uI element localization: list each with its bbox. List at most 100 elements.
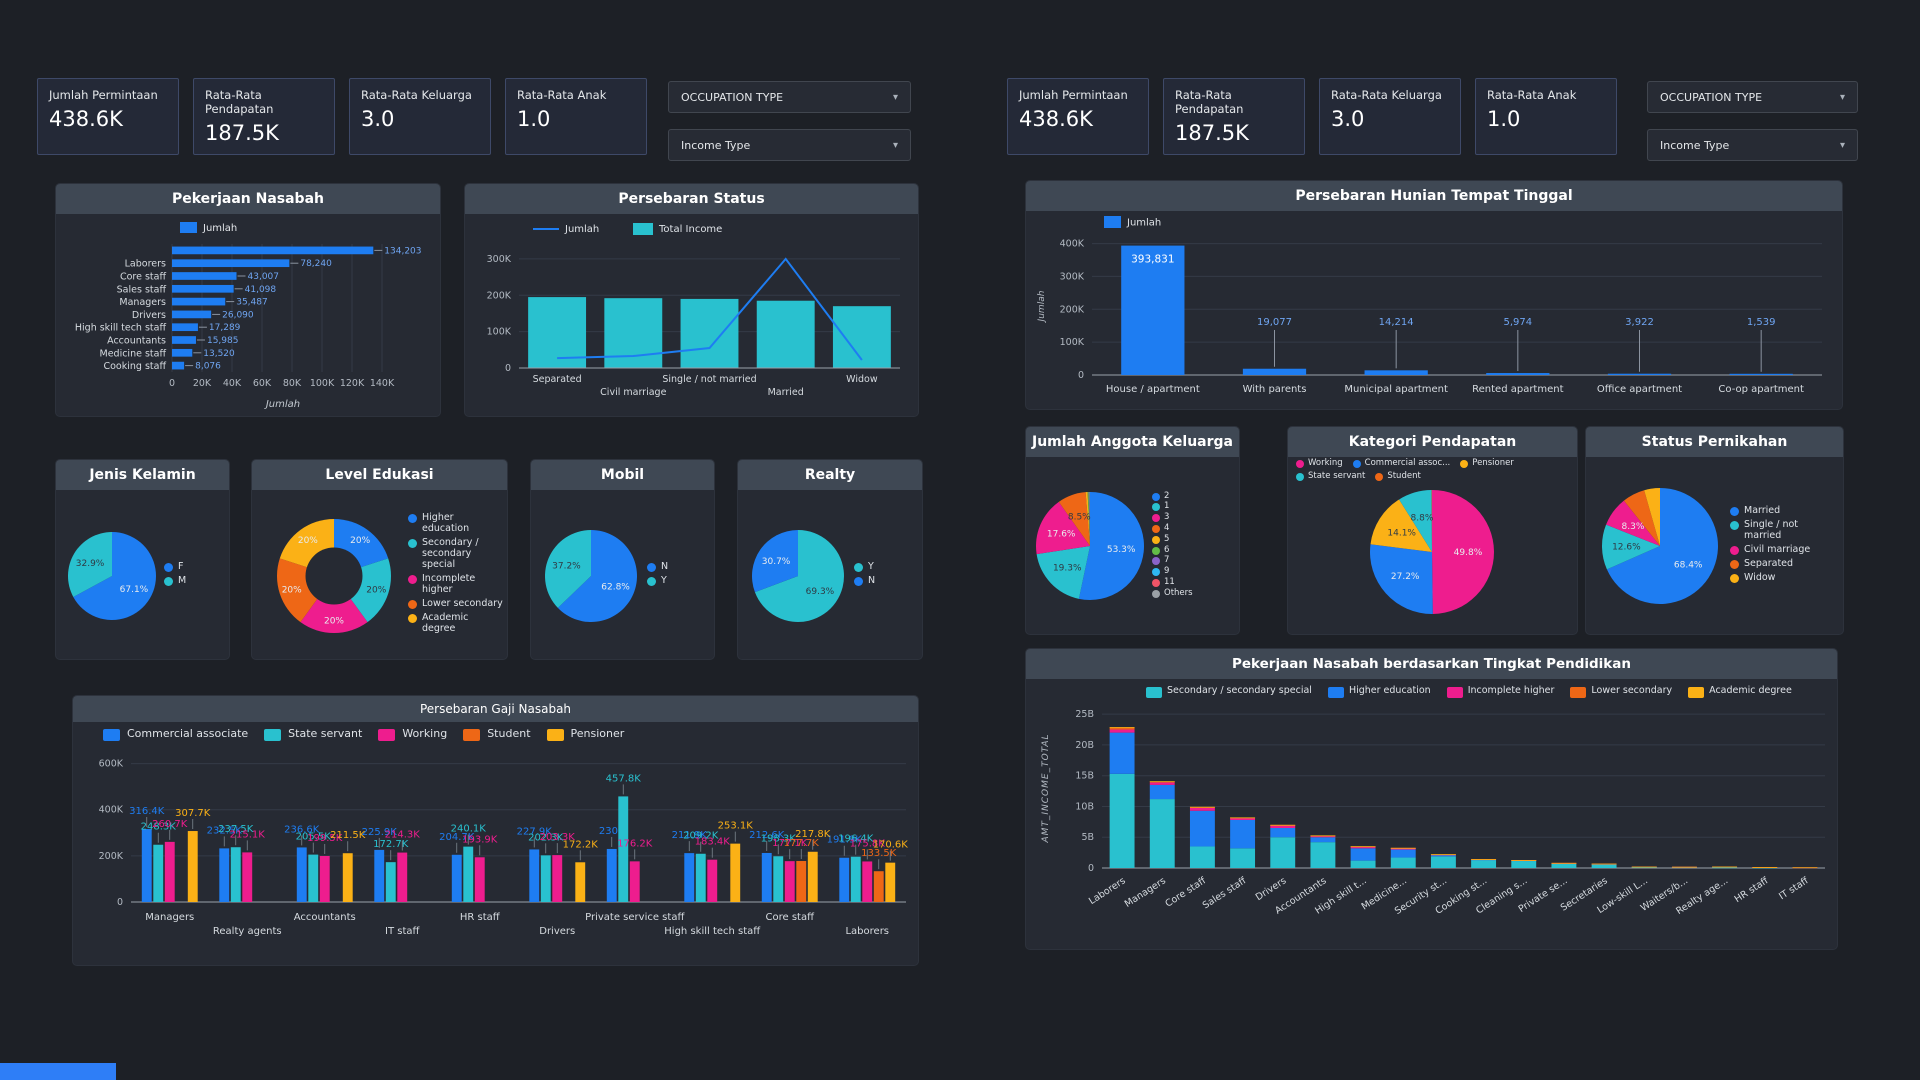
bar[interactable] <box>606 848 617 902</box>
legend-item[interactable]: Widow <box>1730 572 1835 584</box>
persebaran-hunian-chart[interactable]: 0 100K 200K 300K 400K Jumlah 393,831 House / ap… <box>1026 211 1842 405</box>
bar-segment[interactable] <box>1430 856 1456 868</box>
bar-segment[interactable] <box>1511 860 1537 868</box>
bar-segment[interactable] <box>1189 807 1215 811</box>
legend-item[interactable]: Separated <box>1730 558 1835 570</box>
legend-item[interactable]: Working <box>378 727 447 741</box>
pie-slice[interactable] <box>1036 501 1090 555</box>
bar-segment[interactable] <box>1350 860 1376 868</box>
bar[interactable] <box>308 854 319 902</box>
realty-chart[interactable]: 69.3% 30.7% <box>742 494 854 654</box>
bar-segment[interactable] <box>1712 866 1738 868</box>
bar[interactable] <box>552 855 563 902</box>
legend-item[interactable]: 7 <box>1152 555 1193 566</box>
persebaran-gaji-chart[interactable]: 0 200K 400K 600K 316.4K 232.5K 236.6K 225.9K 204… <box>73 743 918 948</box>
bar-segment[interactable] <box>1471 859 1497 860</box>
pie-slice[interactable] <box>1058 492 1090 546</box>
bar-segment[interactable] <box>1270 824 1296 826</box>
legend-item[interactable]: Secondary / secondary special <box>1146 685 1312 698</box>
bar-segment[interactable] <box>1109 773 1135 868</box>
level-edukasi-chart[interactable]: 20% 20% 20% 20% 20% <box>256 492 408 657</box>
jumlah-anggota-keluarga-legend[interactable]: 2 1 3 4 5 6 7 9 11 Others <box>1152 491 1193 599</box>
bar-segment[interactable] <box>1230 817 1256 820</box>
bar[interactable] <box>707 859 718 902</box>
status-pernikahan-legend[interactable]: Married Single / not married Civil marriag… <box>1730 505 1835 584</box>
pie-slice[interactable] <box>1623 490 1660 546</box>
legend-item[interactable]: 9 <box>1152 566 1193 577</box>
legend-item[interactable]: Higher education <box>1327 685 1431 698</box>
income-type-select[interactable]: Income Type ▾ <box>668 129 911 161</box>
occupation-type-select[interactable]: OCCUPATION TYPE ▾ <box>668 81 911 113</box>
legend-item[interactable]: 1 <box>1152 502 1193 512</box>
bar-segment[interactable] <box>1149 799 1175 868</box>
bar-segment[interactable] <box>1792 867 1818 869</box>
legend-item[interactable]: N <box>854 575 875 587</box>
bar[interactable] <box>397 852 408 902</box>
bar-segment[interactable] <box>1149 784 1175 800</box>
bar-segment[interactable] <box>1390 848 1416 850</box>
bar-segment[interactable] <box>1390 857 1416 868</box>
bar[interactable] <box>172 361 185 370</box>
bar[interactable] <box>730 843 741 902</box>
pie-slice[interactable] <box>1370 543 1433 614</box>
bar[interactable] <box>219 848 230 902</box>
bar[interactable] <box>1729 373 1793 375</box>
legend-item[interactable]: Others <box>1152 588 1193 599</box>
pie-slice[interactable] <box>1606 488 1718 604</box>
legend-item[interactable]: State servant <box>1296 471 1365 482</box>
pie-slice[interactable] <box>545 530 591 608</box>
pie-slice[interactable] <box>73 532 156 620</box>
bar-segment[interactable] <box>1310 835 1336 837</box>
bar-segment[interactable] <box>1350 848 1376 861</box>
legend-item[interactable]: 11 <box>1152 577 1193 588</box>
bar[interactable] <box>839 857 850 902</box>
legend-swatch[interactable] <box>1104 216 1121 228</box>
bar[interactable] <box>575 862 586 902</box>
bar[interactable] <box>1242 368 1307 375</box>
legend-item[interactable]: Incomplete higher <box>408 573 503 596</box>
bar-segment[interactable] <box>1591 864 1617 868</box>
bar-segment[interactable] <box>1471 860 1497 868</box>
legend-item[interactable]: Y <box>647 575 668 587</box>
bar-segment[interactable] <box>1551 863 1577 868</box>
legend-item[interactable]: Higher education <box>408 512 503 535</box>
bar[interactable] <box>242 852 253 902</box>
bar-segment[interactable] <box>1350 846 1376 849</box>
mobil-chart[interactable]: 62.8% 37.2% <box>535 494 647 654</box>
legend-item[interactable]: Pensioner <box>1460 458 1514 469</box>
bar[interactable] <box>172 348 193 357</box>
occupation-type-select[interactable]: OCCUPATION TYPE ▾ <box>1647 81 1858 113</box>
legend-item[interactable]: Commercial associate <box>103 727 248 741</box>
bar-segment[interactable] <box>1310 842 1336 868</box>
bar[interactable] <box>618 796 629 902</box>
bar[interactable] <box>172 272 237 280</box>
legend-item[interactable]: Secondary / secondary special <box>408 537 503 571</box>
pie-slice[interactable] <box>557 530 637 622</box>
bar[interactable] <box>862 861 873 902</box>
bar[interactable] <box>172 323 198 332</box>
pie-slice[interactable] <box>1602 524 1660 570</box>
pie-slice[interactable] <box>1087 492 1090 546</box>
pie-slice[interactable] <box>1088 492 1090 546</box>
bar[interactable] <box>172 310 212 319</box>
bar[interactable] <box>164 841 175 902</box>
bar[interactable] <box>153 844 164 902</box>
pie-slice[interactable] <box>1089 492 1090 546</box>
status-pernikahan-chart[interactable]: 68.4% 12.6% 8.3% <box>1590 460 1730 630</box>
legend-item[interactable]: M <box>164 575 186 587</box>
legend-item[interactable]: Married <box>1730 505 1835 517</box>
pekerjaan-tingkat-pendidikan-legend[interactable]: Secondary / secondary special Higher educ… <box>1026 679 1816 700</box>
bar[interactable] <box>342 853 353 902</box>
bar-segment[interactable] <box>1109 727 1135 728</box>
bar[interactable] <box>172 246 374 255</box>
bar[interactable] <box>172 284 234 293</box>
pekerjaan-nasabah-chart[interactable]: 0 20K 40K 60K 80K 100K 120K 140K 134,203 Laborers… <box>56 214 440 412</box>
jumlah-anggota-keluarga-chart[interactable]: 53.3% 19.3% 17.6% 8.5% <box>1030 460 1152 630</box>
bar-segment[interactable] <box>1109 729 1135 733</box>
bar[interactable] <box>1364 370 1428 375</box>
bar-segment[interactable] <box>1430 854 1456 857</box>
bar[interactable] <box>629 861 640 902</box>
bar[interactable] <box>807 851 818 902</box>
